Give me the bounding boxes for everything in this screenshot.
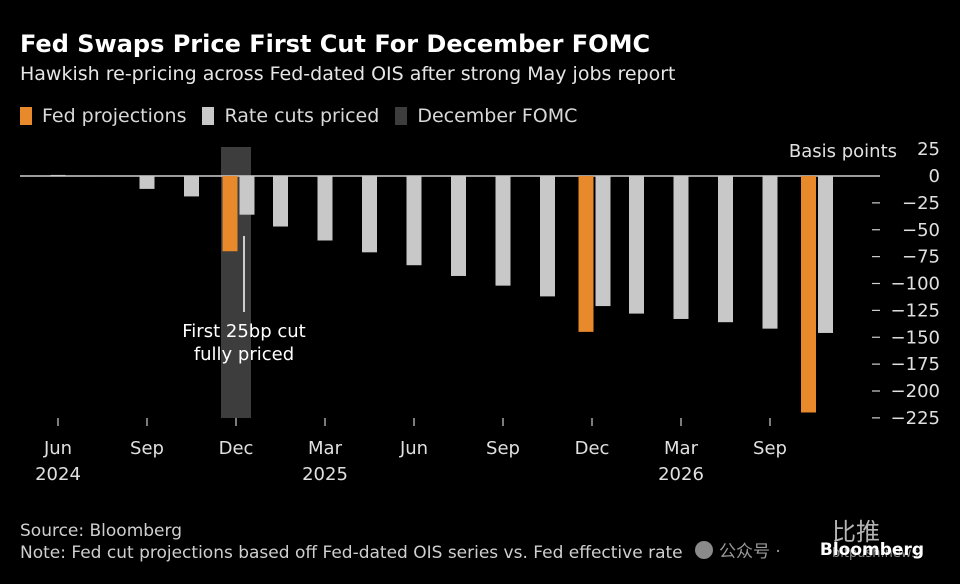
x-tick-label: Jun — [43, 438, 72, 459]
bar-rate-cuts-priced — [317, 176, 333, 241]
footnote: Note: Fed cut projections based off Fed-… — [20, 543, 683, 563]
x-tick-label: Dec — [219, 438, 254, 459]
chart-title: Fed Swaps Price First Cut For December F… — [20, 30, 651, 58]
bar-rate-cuts-priced — [273, 176, 288, 227]
bar-rate-cuts-priced — [406, 176, 422, 266]
bar-rate-cuts-priced — [673, 176, 689, 319]
bar-rate-cuts-priced — [495, 176, 511, 286]
x-tick-label: Sep — [753, 438, 787, 459]
y-tick-label: −200 — [891, 381, 940, 402]
bar-rate-cuts-priced — [184, 176, 199, 197]
x-tick-label: Dec — [575, 438, 610, 459]
y-tick-label: −25 — [902, 193, 940, 214]
x-tick-label: Mar — [308, 438, 343, 459]
bar-rate-cuts-priced — [818, 176, 833, 333]
x-tick-year-label: 2024 — [35, 464, 81, 485]
x-tick-label: Sep — [486, 438, 520, 459]
x-tick-year-label: 2025 — [302, 464, 348, 485]
bar-rate-cuts-priced — [629, 176, 644, 314]
x-tick-label: Sep — [130, 438, 164, 459]
bar-rate-cuts-priced — [139, 176, 155, 189]
bar-rate-cuts-priced — [762, 176, 778, 329]
annotation-text: fully priced — [194, 344, 294, 365]
watermark-text: 公众号 · — [719, 542, 781, 562]
legend: Fed projections Rate cuts priced Decembe… — [20, 105, 593, 127]
bar-rate-cuts-priced — [362, 176, 377, 253]
y-tick-label: −100 — [891, 274, 940, 295]
legend-label: December FOMC — [417, 105, 578, 127]
watermark-wechat: 公众号 · — [695, 537, 781, 562]
y-tick-label: −175 — [891, 354, 940, 375]
bar-rate-cuts-priced — [50, 174, 66, 176]
legend-swatch-rate-cuts-priced — [202, 107, 215, 125]
y-tick-label: −75 — [902, 247, 940, 268]
bar-rate-cuts-priced — [540, 176, 555, 297]
source-note: Source: Bloomberg — [20, 521, 182, 541]
footer: Source: Bloomberg Note: Fed cut projecti… — [20, 520, 683, 564]
legend-swatch-fed-projections — [20, 107, 32, 125]
y-tick-label: −125 — [891, 300, 940, 321]
bar-rate-cuts-priced — [95, 176, 110, 177]
bar-rate-cuts-priced — [718, 176, 733, 323]
legend-item-fed-projections: Fed projections — [20, 105, 186, 127]
bar-fed-projections — [578, 176, 594, 332]
wechat-icon — [695, 540, 713, 559]
chart-subtitle: Hawkish re-pricing across Fed-dated OIS … — [20, 63, 676, 85]
legend-item-rate-cuts-priced: Rate cuts priced — [202, 105, 379, 127]
y-tick-label: −225 — [891, 408, 940, 429]
bar-rate-cuts-priced — [595, 176, 611, 307]
legend-swatch-december-fomc — [395, 107, 408, 125]
y-tick-label: 0 — [929, 166, 940, 187]
x-tick-year-label: 2026 — [658, 464, 704, 485]
legend-item-december-fomc: December FOMC — [395, 105, 577, 127]
y-tick-label: −50 — [902, 220, 940, 241]
x-tick-label: Mar — [664, 438, 699, 459]
watermark-logo-text: 比推 — [832, 518, 880, 546]
y-tick-label: −150 — [891, 327, 940, 348]
bar-fed-projections — [801, 176, 816, 413]
bar-rate-cuts-priced — [451, 176, 466, 276]
watermark-url: bitpush.news — [832, 546, 919, 561]
legend-label: Fed projections — [42, 105, 187, 127]
y-tick-label: 25 — [917, 139, 940, 160]
legend-label: Rate cuts priced — [224, 105, 380, 127]
bar-rate-cuts-priced — [239, 176, 255, 215]
x-tick-label: Jun — [399, 438, 428, 459]
bloomberg-logo: Bloomberg — [819, 540, 924, 560]
y-axis-label: Basis points — [789, 141, 897, 162]
annotation-text: First 25bp cut — [182, 321, 305, 342]
bar-fed-projections — [222, 176, 238, 252]
